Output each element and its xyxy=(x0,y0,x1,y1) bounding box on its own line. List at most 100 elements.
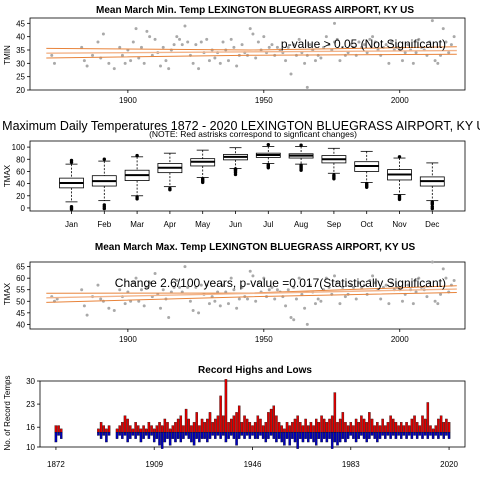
record-high-bar xyxy=(203,422,206,433)
record-high-bar xyxy=(150,425,153,433)
y-tick-label: 10 xyxy=(26,443,35,452)
record-high-bar xyxy=(134,422,137,433)
record-high-bar xyxy=(251,425,254,433)
record-high-bar xyxy=(275,415,278,433)
data-point xyxy=(294,297,298,301)
record-high-bar xyxy=(54,425,58,433)
record-high-bar xyxy=(105,428,108,433)
data-point xyxy=(251,274,255,278)
y-tick-label: 40 xyxy=(16,33,25,42)
data-point xyxy=(333,274,336,278)
record-high-bar xyxy=(365,422,368,433)
data-point xyxy=(246,297,249,301)
record-low-bar xyxy=(354,431,358,443)
record-low-bar xyxy=(352,431,355,439)
y-tick-label: 20 xyxy=(16,86,25,95)
record-low-bar xyxy=(447,431,451,439)
record-low-bar xyxy=(144,431,148,436)
data-point xyxy=(411,61,415,65)
outlier-point xyxy=(69,158,74,163)
record-low-bar xyxy=(134,431,137,439)
data-point xyxy=(199,40,203,44)
y-tick-label: 40 xyxy=(16,320,25,329)
outlier-point xyxy=(168,186,172,191)
data-point xyxy=(387,61,391,65)
box-aug xyxy=(288,143,314,172)
data-point xyxy=(107,61,111,65)
panel1-ylabel: TMIN xyxy=(3,45,12,65)
record-high-bar xyxy=(384,425,387,433)
record-low-bar xyxy=(314,431,318,446)
data-point xyxy=(101,32,105,36)
record-high-bar xyxy=(304,418,307,433)
record-low-bar xyxy=(118,431,121,436)
outlier-point xyxy=(299,143,303,147)
record-low-bar xyxy=(232,431,236,439)
data-point xyxy=(300,292,304,296)
outlier-point xyxy=(135,153,139,158)
data-point xyxy=(319,56,323,60)
record-high-bar xyxy=(192,422,196,433)
record-low-bar xyxy=(152,431,156,443)
record-high-bar xyxy=(256,415,260,433)
data-point xyxy=(186,40,190,44)
record-high-bar xyxy=(97,428,100,433)
data-point xyxy=(229,37,233,41)
panel2-subtitle: (NOTE: Red astrisks correspond to signfi… xyxy=(149,129,357,139)
record-high-bar xyxy=(392,418,395,433)
record-low-bar xyxy=(115,431,119,439)
data-point xyxy=(433,59,437,63)
record-high-bar xyxy=(407,425,411,433)
record-low-bar xyxy=(155,431,159,439)
record-low-bar xyxy=(437,431,440,439)
data-point xyxy=(120,53,124,57)
record-low-bar xyxy=(216,431,220,436)
outlier-point xyxy=(135,195,139,199)
data-point xyxy=(284,59,288,63)
record-low-bar xyxy=(253,431,257,439)
data-point xyxy=(406,283,410,287)
data-point xyxy=(354,297,358,301)
outlier-point xyxy=(69,205,74,209)
data-point xyxy=(275,288,279,292)
record-high-bar xyxy=(322,418,326,433)
record-low-bar xyxy=(261,431,265,439)
outlier-point xyxy=(299,163,303,168)
data-point xyxy=(379,297,383,301)
record-low-bar xyxy=(365,431,368,443)
data-point xyxy=(308,43,312,47)
record-low-bar xyxy=(280,431,283,443)
y-tick-label: 60 xyxy=(16,274,25,283)
record-low-bar xyxy=(187,431,190,439)
data-point xyxy=(335,281,339,285)
data-point xyxy=(333,40,336,44)
data-point xyxy=(137,299,141,303)
record-low-bar xyxy=(285,431,289,439)
data-point xyxy=(85,64,89,68)
record-high-bar xyxy=(413,415,416,433)
data-point xyxy=(371,274,375,278)
annotation-label: Change 2.6/100 years, p-value =0.017(Sta… xyxy=(115,276,446,290)
outlier-point xyxy=(102,203,107,207)
record-high-bar xyxy=(240,422,244,433)
record-low-bar xyxy=(158,431,161,446)
record-low-bar xyxy=(309,431,313,439)
record-low-bar xyxy=(184,431,188,436)
box-jul xyxy=(255,142,281,170)
record-low-bar xyxy=(378,431,382,439)
record-low-bar xyxy=(245,431,249,436)
record-low-bar xyxy=(362,431,366,439)
data-point xyxy=(254,56,258,60)
data-point xyxy=(52,61,56,65)
record-low-bar xyxy=(131,431,135,436)
x-tick-label: Jan xyxy=(65,220,78,229)
record-low-bar xyxy=(344,431,347,443)
record-low-bar xyxy=(312,431,315,443)
data-point xyxy=(240,285,244,289)
record-high-bar xyxy=(442,422,445,433)
data-point xyxy=(164,59,168,63)
record-low-bar xyxy=(211,431,214,436)
data-point xyxy=(417,276,421,280)
data-point xyxy=(362,283,366,287)
record-high-bar xyxy=(129,425,132,433)
